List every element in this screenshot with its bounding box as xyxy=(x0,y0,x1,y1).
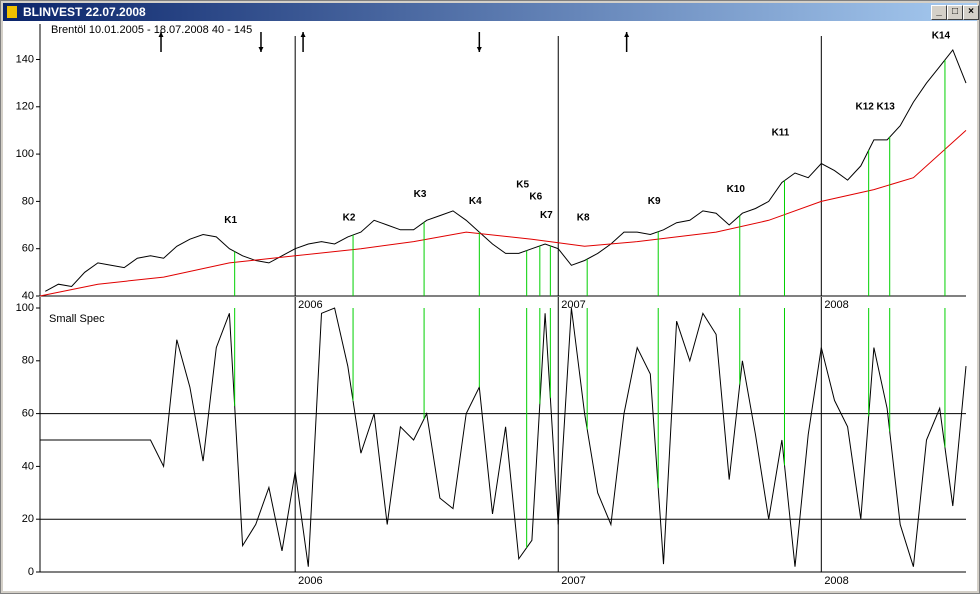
app-icon xyxy=(7,6,17,18)
y-tick-label: 40 xyxy=(22,460,34,472)
y-tick-label: 100 xyxy=(16,302,34,314)
x-tick-label: 2007 xyxy=(561,299,585,311)
signal-label: K8 xyxy=(577,213,590,224)
chart-background xyxy=(3,21,977,591)
maximize-button[interactable]: □ xyxy=(947,5,963,20)
title-bar: BLINVEST 22.07.2008 _ □ × xyxy=(3,3,979,21)
arrow-head xyxy=(158,32,164,37)
y-tick-label: 20 xyxy=(22,513,34,525)
y-tick-label: 0 xyxy=(28,566,34,578)
signal-label: K14 xyxy=(932,30,951,41)
series-line xyxy=(45,49,967,292)
signal-label: K5 xyxy=(516,179,529,190)
close-button[interactable]: × xyxy=(963,5,979,20)
y-tick-label: 140 xyxy=(16,53,34,65)
x-tick-label: 2006 xyxy=(298,299,322,311)
arrow-head xyxy=(258,47,264,52)
arrow-head xyxy=(624,32,630,37)
y-tick-label: 60 xyxy=(22,408,34,420)
y-tick-label: 40 xyxy=(22,290,34,302)
y-tick-label: 80 xyxy=(22,355,34,367)
x-tick-label: 2007 xyxy=(561,575,585,587)
signal-label: K7 xyxy=(540,210,553,221)
signal-label: K1 xyxy=(224,215,237,226)
signal-label: K6 xyxy=(529,191,542,202)
chart-area: 40 60 80 100 120 140 2006 2007 2008 Brentöl 10.01… xyxy=(3,21,977,591)
minimize-button[interactable]: _ xyxy=(931,5,947,20)
signal-label: K13 xyxy=(877,101,896,112)
chart-title: Brentöl 10.01.2005 - 18.07.2008 40 - 145 xyxy=(51,24,252,36)
signal-label: K4 xyxy=(469,196,482,207)
chart-title: Small Spec xyxy=(49,313,105,325)
x-tick-label: 2006 xyxy=(298,575,322,587)
arrow-head xyxy=(476,47,482,52)
x-tick-label: 2008 xyxy=(824,575,848,587)
y-tick-label: 80 xyxy=(22,195,34,207)
series-line xyxy=(40,307,967,567)
signal-label: K12 xyxy=(855,101,874,112)
signal-label: K10 xyxy=(727,184,746,195)
signal-label: K3 xyxy=(414,189,427,200)
window-title: BLINVEST 22.07.2008 xyxy=(23,5,146,19)
signal-label: K9 xyxy=(648,196,661,207)
y-tick-label: 100 xyxy=(16,148,34,160)
y-tick-label: 60 xyxy=(22,243,34,255)
series-line xyxy=(39,130,967,297)
x-tick-label: 2008 xyxy=(824,299,848,311)
y-tick-label: 120 xyxy=(16,101,34,113)
signal-label: K11 xyxy=(772,127,790,138)
arrow-head xyxy=(300,32,306,37)
signal-label: K2 xyxy=(343,213,356,224)
